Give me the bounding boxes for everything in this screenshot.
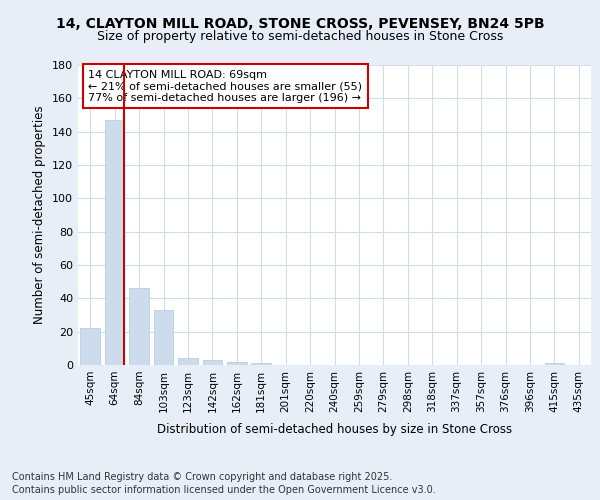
Text: Contains public sector information licensed under the Open Government Licence v3: Contains public sector information licen…: [12, 485, 436, 495]
Bar: [203, 360, 222, 365]
X-axis label: Distribution of semi-detached houses by size in Stone Cross: Distribution of semi-detached houses by …: [157, 423, 512, 436]
Text: Size of property relative to semi-detached houses in Stone Cross: Size of property relative to semi-detach…: [97, 30, 503, 43]
Bar: [105, 120, 124, 365]
Bar: [130, 288, 149, 365]
Bar: [227, 362, 247, 365]
Bar: [80, 328, 100, 365]
Bar: [251, 364, 271, 365]
Bar: [545, 364, 564, 365]
Text: 14 CLAYTON MILL ROAD: 69sqm
← 21% of semi-detached houses are smaller (55)
77% o: 14 CLAYTON MILL ROAD: 69sqm ← 21% of sem…: [88, 70, 362, 102]
Bar: [154, 310, 173, 365]
Y-axis label: Number of semi-detached properties: Number of semi-detached properties: [34, 106, 46, 324]
Text: 14, CLAYTON MILL ROAD, STONE CROSS, PEVENSEY, BN24 5PB: 14, CLAYTON MILL ROAD, STONE CROSS, PEVE…: [56, 18, 544, 32]
Text: Contains HM Land Registry data © Crown copyright and database right 2025.: Contains HM Land Registry data © Crown c…: [12, 472, 392, 482]
Bar: [178, 358, 198, 365]
